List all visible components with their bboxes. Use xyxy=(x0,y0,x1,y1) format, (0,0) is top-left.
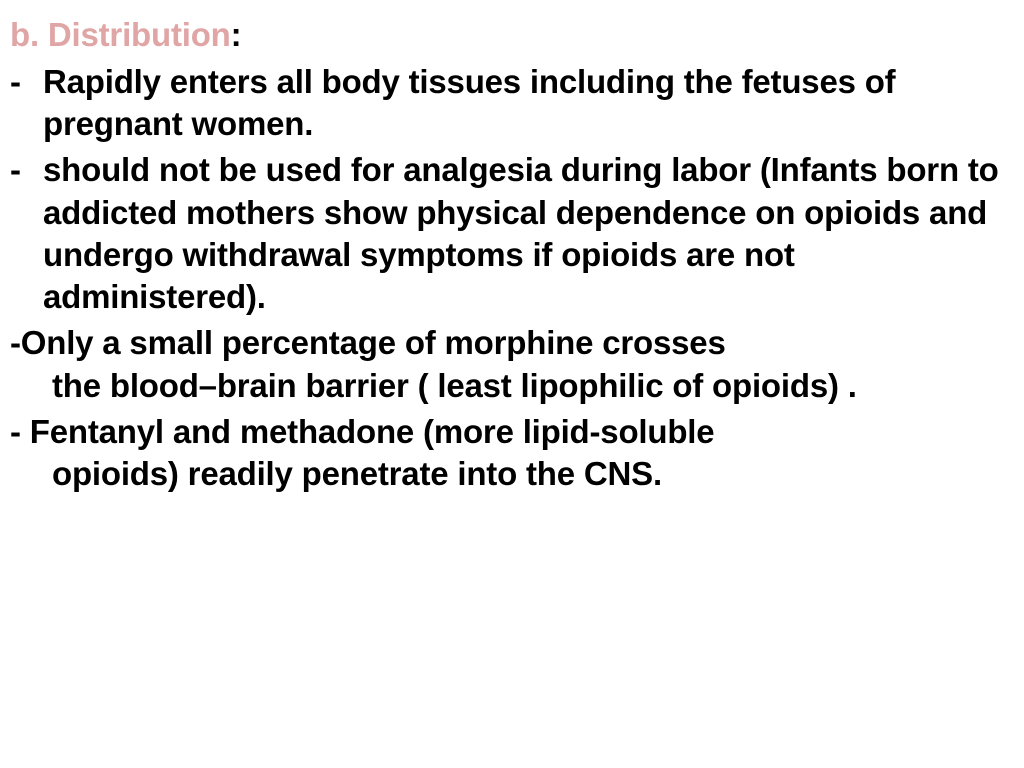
bullet-text: Rapidly enters all body tissues includin… xyxy=(43,61,1001,145)
bullet-first-line: - Fentanyl and methadone (more lipid-sol… xyxy=(10,413,714,450)
bullet-dash: - xyxy=(10,61,43,103)
bullet-item: -Only a small percentage of morphine cro… xyxy=(10,322,1006,406)
bullet-rest: the blood–brain barrier ( least lipophil… xyxy=(10,365,1006,407)
bullet-item: - Fentanyl and methadone (more lipid-sol… xyxy=(10,411,1006,495)
bullet-item: - should not be used for analgesia durin… xyxy=(10,149,1006,318)
heading-lead: b. Distribution xyxy=(10,16,231,53)
bullet-dash: - xyxy=(10,149,43,191)
bullet-rest: opioids) readily penetrate into the CNS. xyxy=(10,453,1006,495)
section-heading: b. Distribution: xyxy=(10,14,1006,57)
bullet-text: should not be used for analgesia during … xyxy=(43,149,1001,318)
heading-colon: : xyxy=(231,16,242,53)
bullet-item: -Rapidly enters all body tissues includi… xyxy=(10,61,1006,145)
bullet-first-line: -Only a small percentage of morphine cro… xyxy=(10,324,726,361)
